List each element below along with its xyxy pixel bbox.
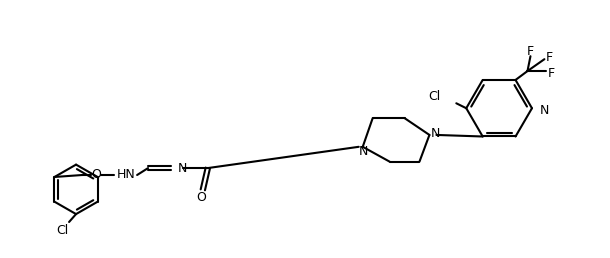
Text: Cl: Cl [56, 224, 68, 237]
Text: O: O [196, 191, 206, 204]
Text: N: N [359, 145, 368, 158]
Text: F: F [548, 67, 555, 79]
Text: N: N [540, 104, 549, 117]
Text: Cl: Cl [428, 90, 440, 103]
Text: F: F [527, 45, 534, 58]
Text: HN: HN [117, 168, 135, 181]
Text: O: O [92, 168, 101, 181]
Text: N: N [431, 127, 440, 140]
Text: N: N [178, 162, 187, 175]
Text: F: F [546, 51, 553, 64]
